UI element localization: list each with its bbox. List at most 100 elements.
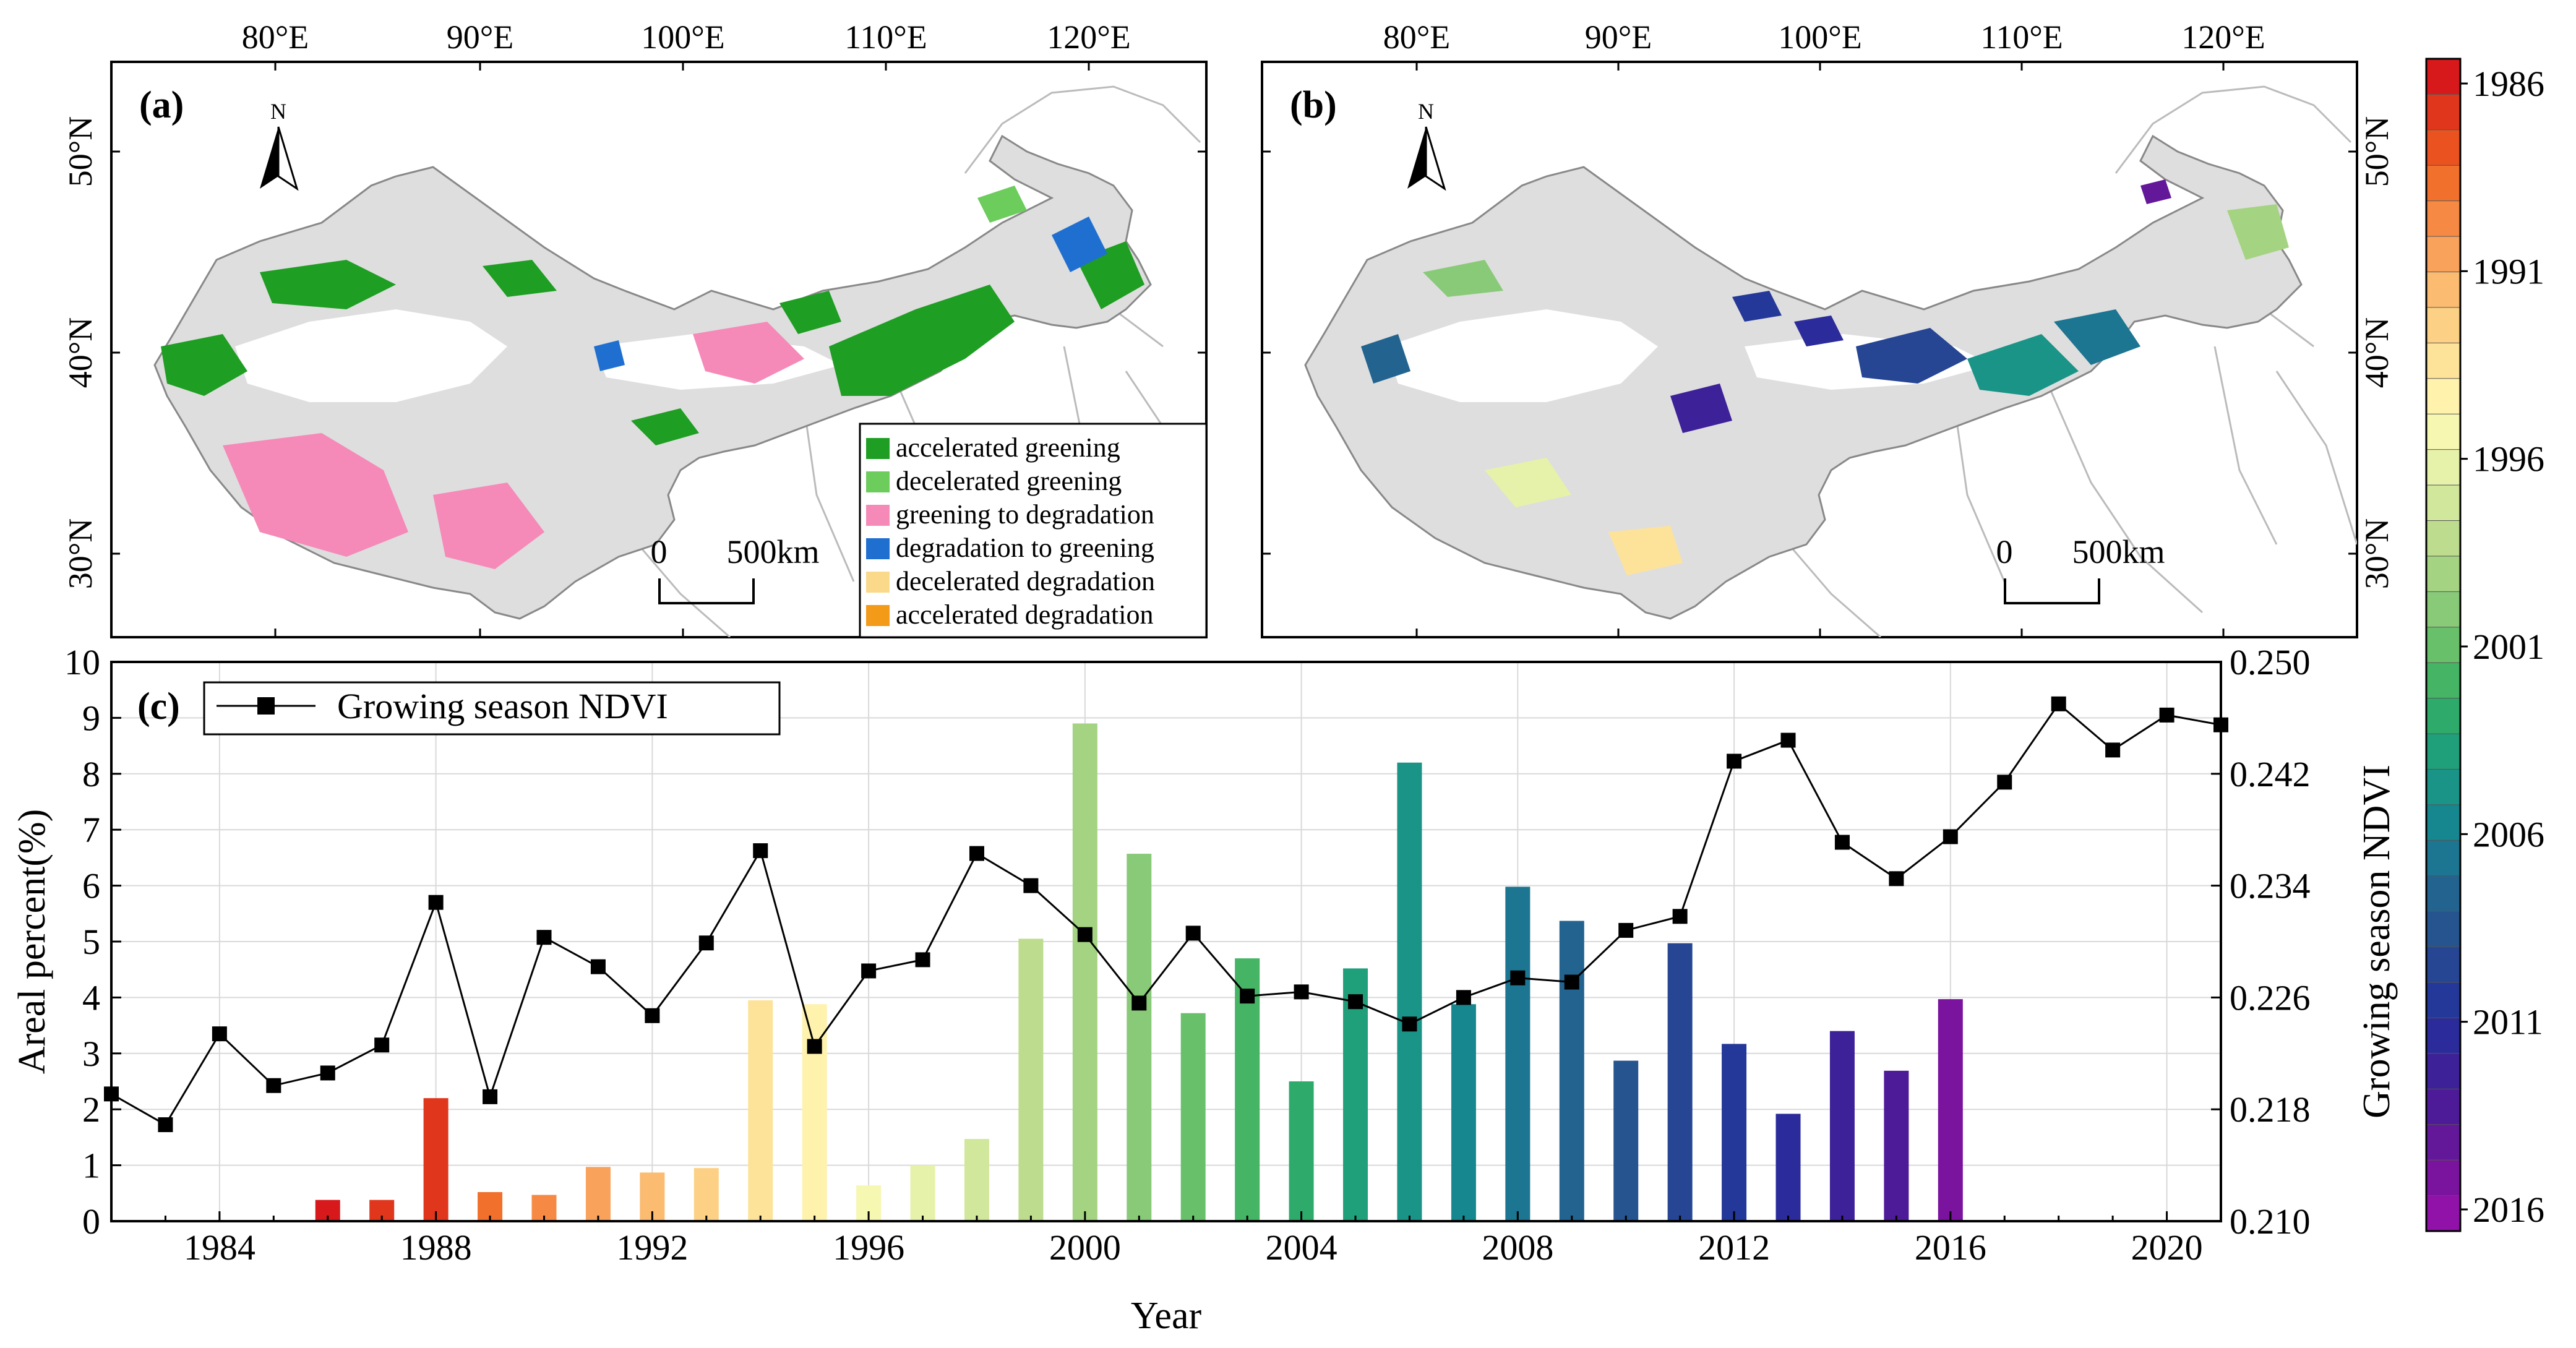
scale-bar-line <box>658 578 755 604</box>
map-b-lon-labels: 80°E 90°E 100°E 110°E 120°E <box>1383 19 2265 56</box>
legend-box <box>859 423 1208 638</box>
map-b-desert-void <box>1386 309 1992 402</box>
ndvi-point <box>1240 989 1255 1004</box>
legend-label: Growing season NDVI <box>337 686 668 726</box>
north-label: N <box>270 99 286 124</box>
bar <box>1775 1114 1801 1221</box>
colorbar-cell <box>2426 627 2461 664</box>
bar <box>1884 1070 1909 1221</box>
map-b-lon-label: 80°E <box>1383 19 1451 56</box>
x-tick-label: 2000 <box>1049 1227 1121 1268</box>
ndvi-point <box>1185 925 1201 941</box>
legend-item-label: decelerated degradation <box>896 566 1155 596</box>
y-tick-label: 3 <box>82 1034 100 1074</box>
colorbar-label: 1986 <box>2473 64 2544 104</box>
ndvi-point <box>320 1065 335 1081</box>
colorbar-cell <box>2426 947 2461 984</box>
ndvi-point <box>1889 871 1904 887</box>
scale-unit: km <box>776 533 819 570</box>
legend-swatch <box>866 505 890 526</box>
colorbar-cell <box>2426 520 2461 557</box>
map-b-lat-labels: 50°N 40°N 30°N <box>2358 116 2395 590</box>
ndvi-point <box>969 846 984 861</box>
north-label: N <box>1418 99 1434 124</box>
colorbar-cell <box>2426 93 2461 131</box>
map-a-lon-label: 90°E <box>447 19 514 56</box>
ndvi-point <box>915 952 930 968</box>
chart-ndvi-series <box>104 696 2228 1133</box>
colorbar-cell <box>2426 307 2461 344</box>
ndvi-point <box>807 1039 822 1054</box>
colorbar-cell <box>2426 1159 2461 1196</box>
map-b-lon-label: 110°E <box>1980 19 2063 56</box>
chart-legend: Growing season NDVI <box>203 681 781 736</box>
ndvi-point <box>374 1037 390 1053</box>
bar <box>1559 921 1584 1221</box>
bar <box>1343 968 1368 1221</box>
colorbar-cell <box>2426 342 2461 379</box>
map-b-lat-label: 50°N <box>2358 116 2395 187</box>
colorbar-cell <box>2426 272 2461 308</box>
colorbar-label: 1991 <box>2473 251 2544 291</box>
colorbar-cell <box>2426 591 2461 628</box>
bar <box>910 1165 935 1221</box>
colorbar-cell <box>2426 413 2461 450</box>
y2-tick-label: 0.234 <box>2230 866 2311 906</box>
x-tick-label: 2012 <box>1698 1227 1770 1268</box>
colorbar-frame <box>2425 58 2462 1232</box>
map-b-lon-label: 90°E <box>1585 19 1652 56</box>
x-tick-label: 1992 <box>616 1227 688 1268</box>
ndvi-point <box>2159 707 2175 723</box>
bar <box>1938 999 1963 1221</box>
y2-tick-label: 0.218 <box>2230 1089 2311 1130</box>
map-a-lat-label: 50°N <box>62 116 99 187</box>
colorbar-cell <box>2426 733 2461 770</box>
ndvi-point <box>2105 742 2121 758</box>
ndvi-point <box>1131 995 1147 1011</box>
x-tick-label: 2008 <box>1482 1227 1553 1268</box>
x-tick-label: 2020 <box>2131 1227 2203 1268</box>
legend-swatch <box>866 572 890 593</box>
map-a-lon-label: 110°E <box>844 19 927 56</box>
map-a-lat-label: 40°N <box>62 317 99 389</box>
map-a-lat-labels: 50°N 40°N 30°N <box>62 116 99 590</box>
ndvi-point <box>1943 829 1958 844</box>
scale-value: 500 <box>2072 533 2123 570</box>
colorbar-cell <box>2426 1124 2461 1161</box>
ndvi-point <box>1564 974 1579 990</box>
bar <box>1505 887 1531 1221</box>
chart-bars <box>315 723 1963 1221</box>
y2-tick-label: 0.250 <box>2230 642 2311 682</box>
map-a-scale-bar: 0 500 km <box>651 533 820 604</box>
legend-item-label: accelerated greening <box>896 432 1120 463</box>
colorbar-cell <box>2426 484 2461 522</box>
bar <box>1180 1013 1206 1221</box>
map-panel-a: (a) N 80°E 90°E 100°E 110°E 120°E 50°N 4… <box>62 19 1208 638</box>
map-b-scale-bar: 0 500 km <box>1996 533 2165 604</box>
bar <box>802 1004 827 1221</box>
colorbar-cell <box>2426 1088 2461 1125</box>
colorbar-cell <box>2426 1195 2461 1232</box>
legend-marker-sample <box>257 697 275 715</box>
north-arrow: N <box>260 99 299 191</box>
ndvi-point <box>1618 922 1634 938</box>
ndvi-point <box>1294 984 1309 1000</box>
map-a-pattern-degradation-to-greening <box>594 217 1107 371</box>
colorbar-cell <box>2426 236 2461 273</box>
y2-tick-label: 0.226 <box>2230 977 2311 1018</box>
colorbar-cell <box>2426 662 2461 699</box>
y2-axis-title: Growing season NDVI <box>2356 765 2398 1118</box>
colorbar-cell <box>2426 129 2461 166</box>
chart-axes: 0 1 2 3 4 5 6 7 8 9 10 0.210 0.218 0.226 0.234 0.242 0.2… <box>64 642 2311 1268</box>
bar <box>1829 1031 1855 1221</box>
map-b-lat-label: 30°N <box>2358 518 2395 590</box>
colorbar-label: 2016 <box>2473 1190 2544 1230</box>
colorbar-label: 2001 <box>2473 627 2544 667</box>
map-a-panel-label: (a) <box>139 84 184 126</box>
x-tick-label: 1996 <box>833 1227 904 1268</box>
colorbar-label: 2011 <box>2473 1002 2543 1042</box>
bar <box>693 1168 719 1221</box>
scale-zero: 0 <box>651 533 668 570</box>
legend-item-label: degradation to greening <box>896 533 1154 563</box>
